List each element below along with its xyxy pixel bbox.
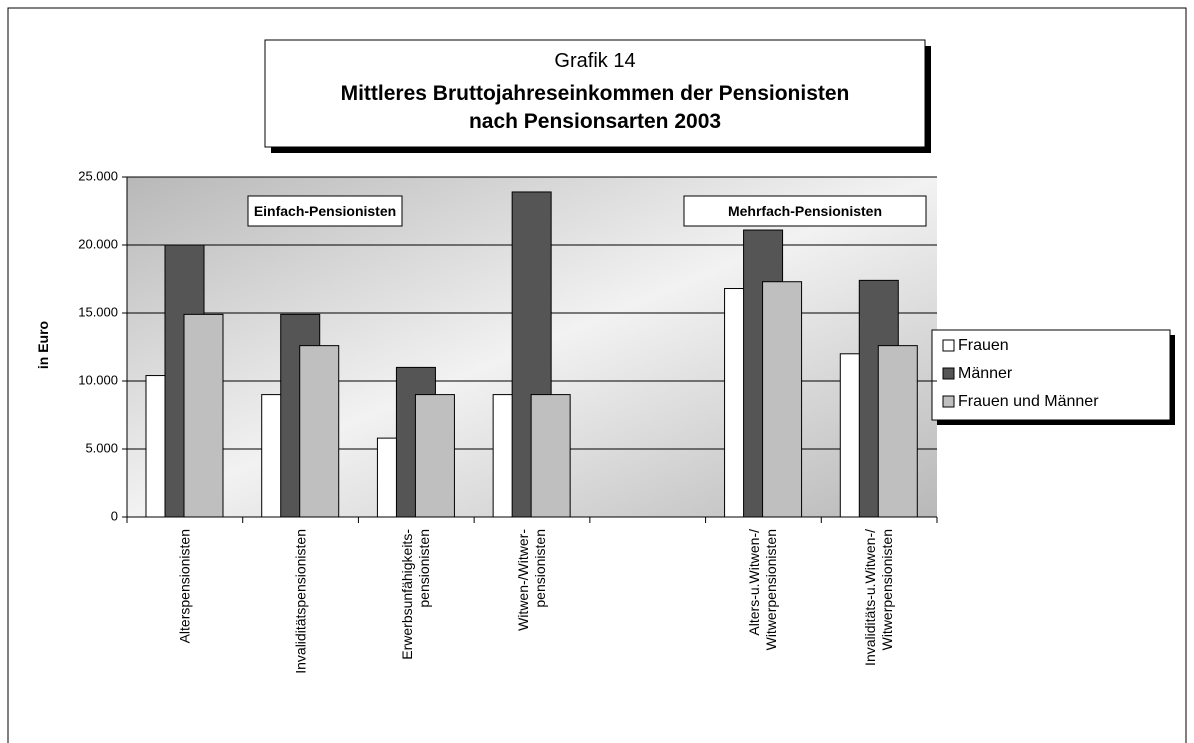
- y-axis-label: in Euro: [35, 320, 51, 370]
- x-tick-label: Invaliditätspensionisten: [292, 529, 309, 674]
- bar: [299, 345, 340, 518]
- annotation-box: [683, 195, 927, 227]
- legend-box: [931, 329, 1171, 421]
- bar: [762, 281, 803, 518]
- bar: [414, 394, 455, 518]
- y-tick-label: 10.000: [78, 372, 118, 387]
- x-tick-label: Erwerbsunfähigkeits- pensionisten: [399, 529, 433, 660]
- title-box: [264, 39, 926, 148]
- x-tick-label: Alters-u.Witwen-/ Witwerpensionisten: [746, 529, 780, 651]
- subtitle: Grafik 14: [554, 50, 636, 72]
- x-tick-label: Invaliditäts-u.Witwen-/ Witwerpensionist…: [862, 529, 896, 666]
- y-tick-label: 20.000: [78, 236, 118, 251]
- annotation-box: [247, 195, 403, 227]
- y-tick-label: 0: [111, 508, 118, 523]
- x-tick-label: Alterspensionisten: [176, 529, 193, 644]
- bar: [183, 313, 224, 518]
- bar: [530, 394, 571, 518]
- legend-swatch: [942, 367, 955, 380]
- y-tick-label: 5.000: [85, 440, 118, 455]
- bar: [877, 345, 918, 518]
- x-tick-label: Witwen-/Witwer- pensionisten: [515, 529, 548, 631]
- annotation: Mehrfach-Pensionisten: [727, 203, 883, 219]
- frame: [7, 7, 1187, 743]
- annotation: Einfach-Pensionisten: [253, 203, 397, 219]
- legend-label: Männer: [958, 365, 1013, 382]
- legend-label: Frauen und Männer: [958, 393, 1099, 410]
- chart-title: Mittleres Bruttojahreseinkommen der Pens…: [340, 82, 850, 133]
- legend-swatch: [942, 339, 955, 352]
- y-tick-label: 25.000: [78, 168, 118, 183]
- legend-swatch: [942, 395, 955, 408]
- legend-label: Frauen: [958, 337, 1009, 354]
- y-tick-label: 15.000: [78, 304, 118, 319]
